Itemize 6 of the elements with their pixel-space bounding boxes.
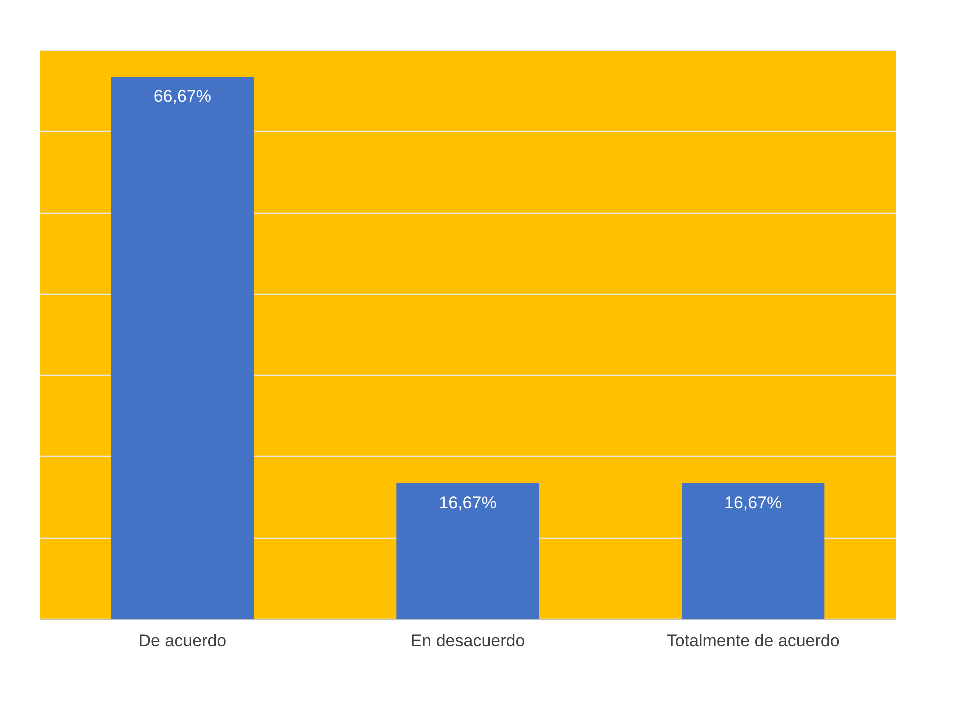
data-label: 66,67% xyxy=(154,87,212,106)
data-label: 16,67% xyxy=(724,493,782,512)
x-tick-label: Totalmente de acuerdo xyxy=(666,632,840,650)
x-tick-label: De acuerdo xyxy=(138,632,227,650)
data-label: 16,67% xyxy=(439,493,497,512)
x-tick-label: En desacuerdo xyxy=(410,632,526,650)
